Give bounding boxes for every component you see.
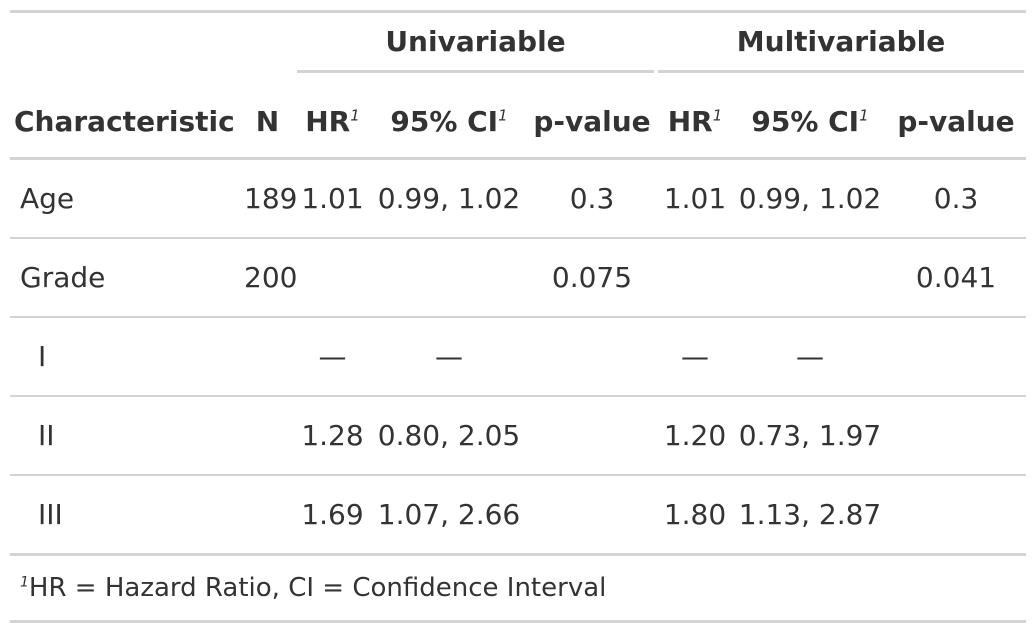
header-univariable-ci: 95% CI1 [370,85,528,160]
cell-multivariable-ci: — [734,317,886,397]
header-characteristic: Characteristic [10,85,240,160]
footnote-marker: 1 [498,106,508,125]
header-multivariable-p-value: p-value [886,85,1027,160]
cell-univariable-ci: 0.99, 1.02 [370,158,528,239]
cell-univariable-ci [370,238,528,318]
cell-label: Age [10,158,240,239]
cell-multivariable-hr: 1.80 [656,475,734,556]
table-row-grade-i: I — — — — [10,317,1027,397]
cell-univariable-hr [295,238,370,318]
cell-multivariable-hr: 1.20 [656,396,734,476]
cell-label: III [10,475,240,556]
cell-n [240,396,295,476]
cell-univariable-p: 0.3 [528,158,656,239]
cell-multivariable-p [886,396,1027,476]
regression-table: Univariable Multivariable Characteristic… [10,10,1027,623]
footnote-text: HR = Hazard Ratio, CI = Confidence Inter… [28,573,607,603]
cell-n: 189 [240,158,297,239]
cell-n [240,317,295,397]
cell-univariable-p [528,396,656,476]
table-row-grade: Grade 200 0.075 0.041 [10,238,1027,318]
footnote-marker: 1 [712,106,723,125]
cell-univariable-p [528,317,656,397]
spanner-blank [10,10,295,85]
header-n: N [240,85,295,160]
cell-multivariable-hr [656,238,734,318]
cell-multivariable-hr: 1.01 [656,158,734,239]
cell-multivariable-p [886,475,1027,556]
spanner-multivariable: Multivariable [656,10,1027,85]
cell-multivariable-ci: 0.99, 1.02 [734,158,886,239]
header-multivariable-ci: 95% CI1 [734,85,886,160]
header-multivariable-hr: HR1 [656,85,734,160]
cell-univariable-p [528,475,656,556]
cell-label: Grade [10,238,240,318]
cell-univariable-hr: 1.28 [295,396,370,476]
cell-n [240,475,295,556]
cell-univariable-p: 0.075 [528,238,656,318]
regression-table-container: Univariable Multivariable Characteristic… [10,10,1027,623]
cell-label: II [10,396,240,476]
footnote-marker: 1 [20,574,29,591]
cell-n: 200 [240,238,297,318]
footnote-marker: 1 [859,106,869,125]
cell-univariable-ci: 1.07, 2.66 [370,475,528,556]
footnote-marker: 1 [350,106,360,125]
cell-univariable-hr: 1.01 [295,158,370,239]
spanner-multivariable-label: Multivariable [658,25,1025,73]
table-row-grade-iii: III 1.69 1.07, 2.66 1.80 1.13, 2.87 [10,475,1027,556]
header-univariable-p-value: p-value [528,85,656,160]
spanner-header-row: Univariable Multivariable [10,10,1027,85]
spanner-univariable: Univariable [295,10,656,85]
cell-univariable-hr: 1.69 [295,475,370,556]
table-row-age: Age 189 1.01 0.99, 1.02 0.3 1.01 0.99, 1… [10,158,1027,239]
table-row-grade-ii: II 1.28 0.80, 2.05 1.20 0.73, 1.97 [10,396,1027,476]
footnote-row: 1HR = Hazard Ratio, CI = Confidence Inte… [10,554,1027,623]
cell-univariable-ci: 0.80, 2.05 [370,396,528,476]
table-footnote: 1HR = Hazard Ratio, CI = Confidence Inte… [10,554,1027,623]
cell-multivariable-p: 0.041 [886,238,1027,318]
cell-multivariable-ci: 1.13, 2.87 [734,475,886,556]
cell-multivariable-p: 0.3 [886,158,1027,239]
cell-label: I [10,317,240,397]
cell-multivariable-ci [734,238,886,318]
column-header-row: Characteristic N HR1 95% CI1 p-value HR1… [10,85,1027,160]
spanner-univariable-label: Univariable [297,25,654,73]
cell-univariable-ci: — [370,317,528,397]
cell-multivariable-p [886,317,1027,397]
cell-univariable-hr: — [295,317,370,397]
header-univariable-hr: HR1 [295,85,370,160]
cell-multivariable-ci: 0.73, 1.97 [734,396,886,476]
cell-multivariable-hr: — [656,317,734,397]
